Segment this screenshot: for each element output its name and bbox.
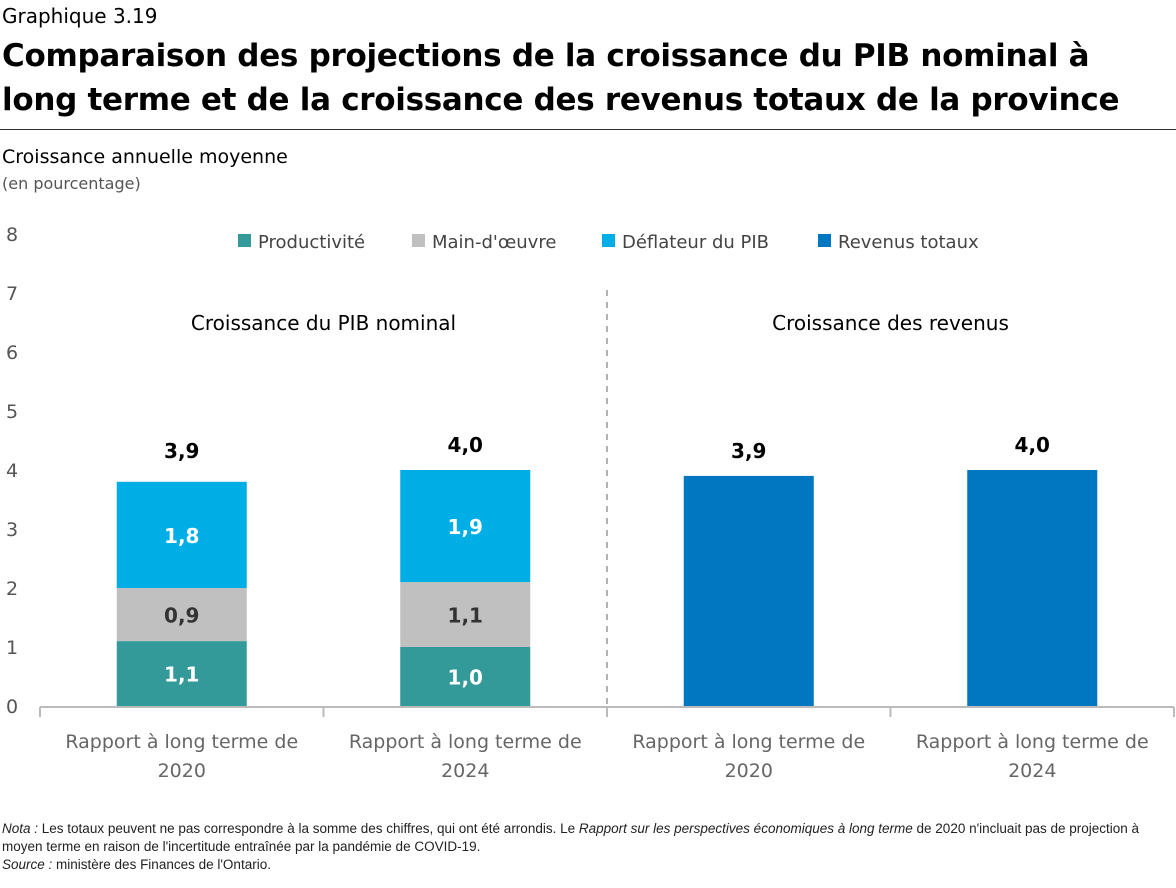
y-tick-label: 2 [6,578,18,600]
legend-label: Productivité [258,232,365,253]
chart-label: Graphique 3.19 [2,4,158,28]
x-category-label: Rapport à long terme de [916,731,1149,753]
bar-segment [400,582,531,647]
x-category-label: 2020 [158,760,206,782]
chart-notes: Nota : Les totaux peuvent ne pas corresp… [2,820,1172,874]
x-category-label: Rapport à long terme de [65,731,298,753]
legend-swatch [238,234,251,247]
y-tick-label: 1 [6,637,18,659]
y-tick-label: 8 [6,224,18,246]
y-axis-label: Croissance annuelle moyenne [2,146,288,168]
bar-total-label: 4,0 [448,433,483,457]
chart-title: Comparaison des projections de la croiss… [2,38,1120,118]
legend-label: Déflateur du PIB [622,232,769,253]
y-tick-label: 0 [6,696,18,718]
source: Source : ministère des Finances de l'Ont… [2,856,1172,874]
bar-value-label: 1,9 [448,515,483,539]
bar-segment [116,481,247,588]
panel-title: Croissance du PIB nominal [191,311,456,335]
nota-label: Nota : [2,821,39,836]
y-tick-label: 4 [6,460,18,482]
y-tick-label: 5 [6,401,18,423]
panel-title: Croissance des revenus [772,311,1009,335]
y-axis-unit: (en pourcentage) [2,174,141,193]
bar-total-label: 4,0 [1015,433,1050,457]
bar-segment [967,470,1098,706]
title-divider [0,129,1176,130]
bar-total-label: 3,9 [731,439,766,463]
y-tick-label: 3 [6,519,18,541]
y-tick-label: 6 [6,342,18,364]
bar-value-label: 1,0 [448,666,483,690]
bar-segment [683,475,814,706]
x-category-label: Rapport à long terme de [349,731,582,753]
nota-text-2: de 2020 n'incluait pas de projection à m… [2,821,1140,854]
bar-chart: 0 1 2 3 4 5 6 7 8 Croissance du PIB nominal Croiss… [6,224,1175,782]
legend-label: Revenus totaux [838,232,979,253]
legend-swatch [818,234,831,247]
nota: Nota : Les totaux peuvent ne pas corresp… [2,820,1172,856]
nota-text-1: Les totaux peuvent ne pas correspondre à… [38,821,579,836]
y-tick-label: 7 [6,283,18,305]
nota-report-title: Rapport sur les perspectives économiques… [578,821,913,836]
legend-label: Main-d'œuvre [432,232,556,253]
bar-value-label: 1,1 [448,604,483,628]
bar-segment [400,647,531,706]
x-category-label: 2020 [725,760,773,782]
legend-swatch [412,234,425,247]
x-category-label: 2024 [1008,760,1056,782]
legend-swatch [602,234,615,247]
bar-segment [116,641,247,706]
x-category-label: 2024 [441,760,489,782]
bar-value-label: 1,8 [164,524,199,548]
source-label: Source : [2,857,53,872]
x-category-label: Rapport à long terme de [632,731,865,753]
bar-value-label: 1,1 [164,663,199,687]
bar-value-label: 0,9 [164,604,199,628]
bar-segment [116,588,247,642]
bar-total-label: 3,9 [164,439,199,463]
bar-segment [400,470,531,583]
source-text: ministère des Finances de l'Ontario. [52,857,271,872]
